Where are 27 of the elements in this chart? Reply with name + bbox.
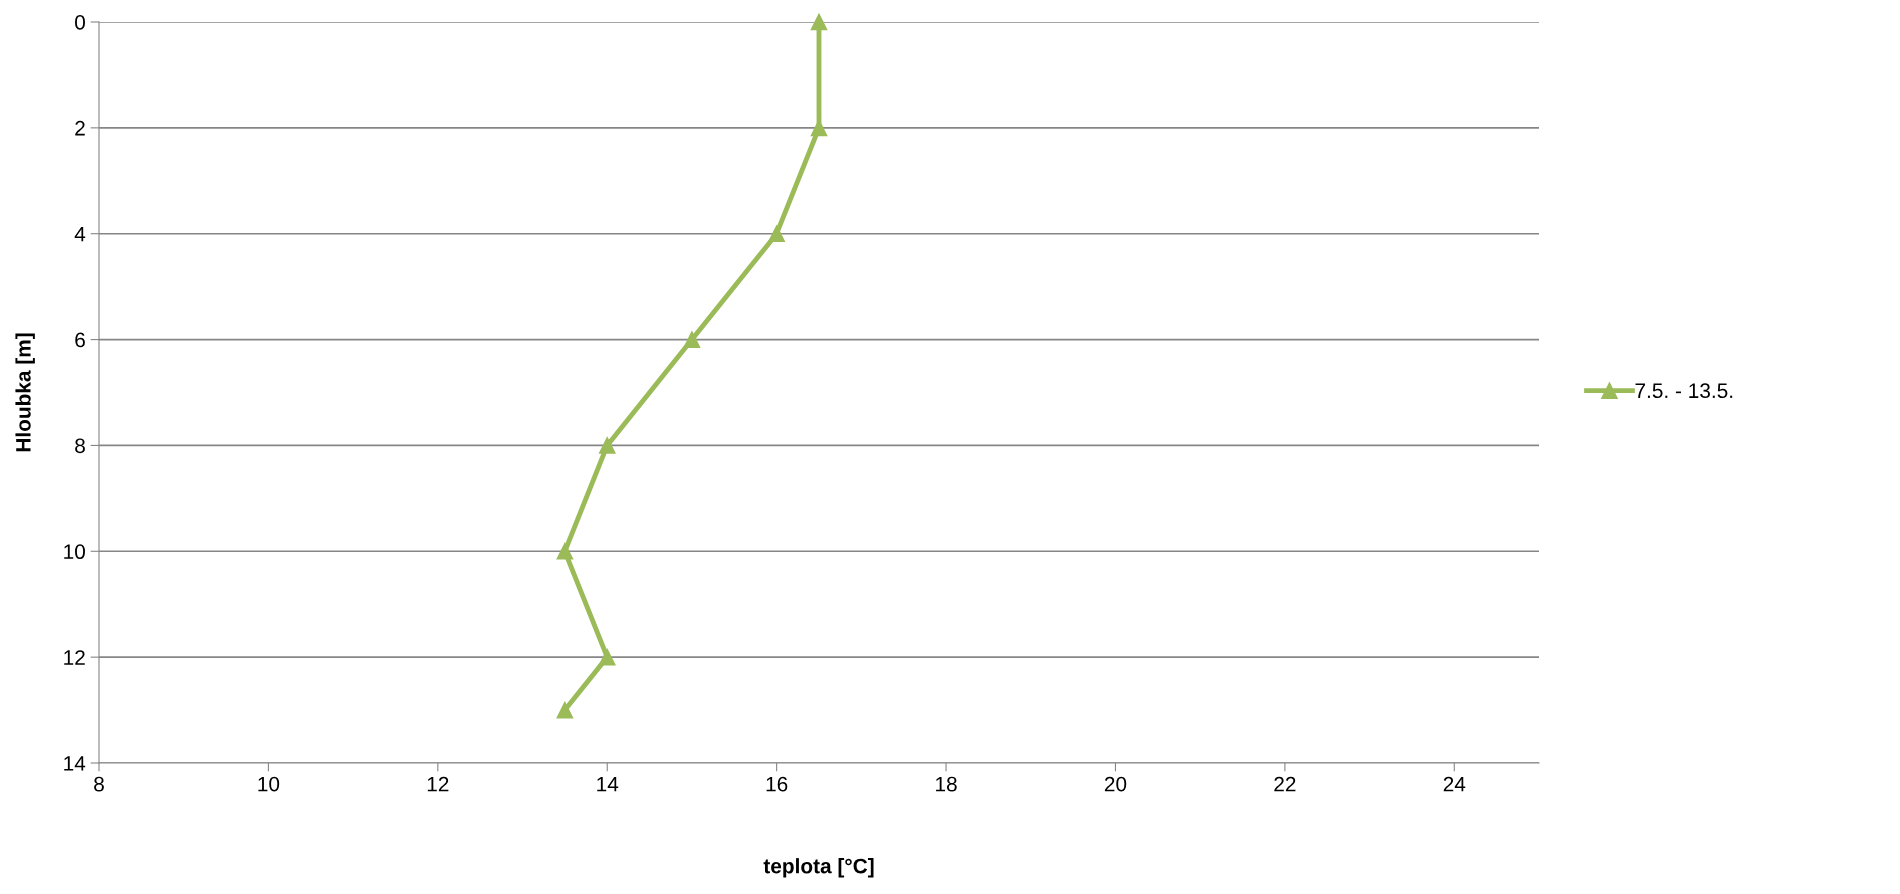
- y-tick-label: 8: [75, 438, 85, 454]
- y-tick-label: 6: [75, 332, 85, 348]
- x-tick-label: 10: [258, 776, 280, 792]
- y-tick-label: 0: [75, 15, 85, 30]
- y-tick-label: 14: [64, 756, 86, 771]
- x-tick-label: 20: [1104, 776, 1127, 792]
- y-tick-label: 2: [75, 120, 85, 136]
- x-tick-label: 24: [1443, 776, 1466, 792]
- x-tick-label: 22: [1274, 776, 1296, 792]
- point: [768, 225, 785, 243]
- x-tick-label: 12: [427, 776, 449, 792]
- point: [598, 437, 616, 454]
- x-axis-title: teplota [°C]: [763, 858, 874, 878]
- x-tick-label: 8: [94, 776, 104, 792]
- x-tick-label: 14: [597, 776, 619, 792]
- point: [556, 542, 574, 560]
- y-tick-label: 10: [64, 544, 85, 560]
- y-tick-label: 12: [64, 650, 85, 665]
- y-axis-title: Hloubka [m]: [15, 333, 35, 452]
- legend-label: 7.5. - 13.5.: [1635, 383, 1733, 399]
- point: [810, 13, 828, 31]
- y-tick-label: 4: [74, 226, 86, 242]
- point: [598, 648, 616, 666]
- point: [556, 701, 574, 719]
- x-tick-label: 18: [936, 776, 957, 792]
- point: [683, 331, 701, 348]
- x-tick-label: 16: [766, 776, 788, 792]
